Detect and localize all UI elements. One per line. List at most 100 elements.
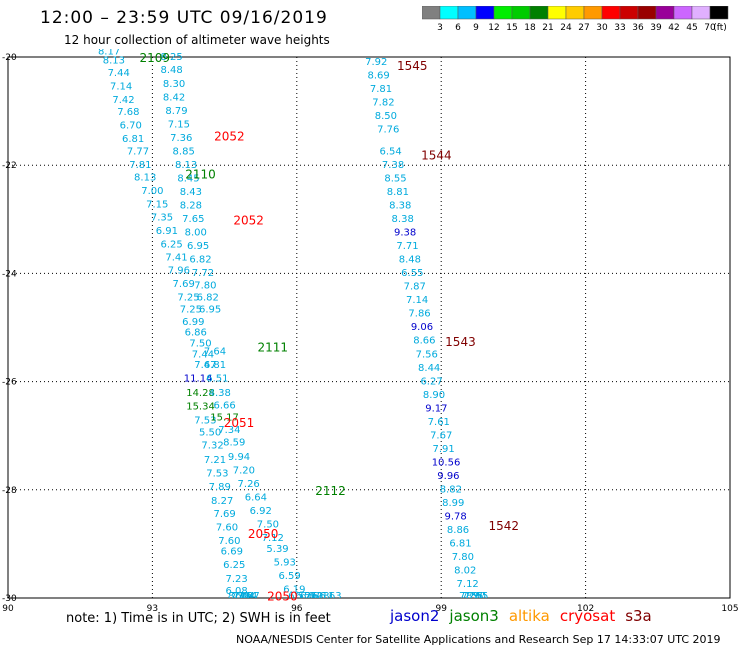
swh-value: 7.91 — [432, 444, 454, 455]
swh-value: 7.00 — [141, 186, 163, 197]
swh-value: 7.60 — [218, 536, 240, 547]
swh-value: 6.81 — [122, 134, 144, 145]
swh-value: 6.27 — [420, 376, 442, 387]
y-tick-label: -20 — [2, 53, 17, 63]
swh-value: 6.64 — [245, 493, 267, 504]
swh-value: 7.25 — [177, 292, 199, 303]
swh-value: 8.66 — [413, 336, 435, 347]
swh-value: 7.32 — [201, 441, 223, 452]
swh-value: 7.26 — [459, 591, 481, 602]
colorbar-tick: 33 — [614, 23, 625, 33]
swh-value: 6.91 — [156, 226, 178, 237]
colorbar-tick: 24 — [560, 23, 572, 33]
track-labels: 2109 2052 2110 2052 2111 2051 2112 2050 2050 1545… — [140, 51, 520, 603]
colorbar-tick: 3 — [437, 23, 443, 33]
colorbar-tick: 27 — [578, 23, 589, 33]
colorbar-tick: 21 — [542, 23, 553, 33]
track-number: 2050 — [248, 527, 279, 541]
swh-value: 7.14 — [406, 295, 428, 306]
swh-value: 6.99 — [182, 317, 204, 328]
swh-value: 6.95 — [187, 241, 209, 252]
swh-value: 6.08 — [226, 586, 248, 597]
swh-value: 7.41 — [165, 252, 187, 263]
swh-value: 6.82 — [197, 292, 219, 303]
swh-value: 7.76 — [377, 125, 399, 136]
swh-value: 7.34 — [218, 425, 240, 436]
x-tick-label: 105 — [721, 604, 738, 614]
swh-value: 8.59 — [223, 437, 245, 448]
map-title: 12:00 – 23:59 UTC 09/16/2019 — [40, 8, 328, 28]
swh-value: 6.59 — [278, 571, 300, 582]
colorbar-swatch — [709, 6, 729, 20]
credit-line: NOAA/NESDIS Center for Satellite Applica… — [236, 633, 721, 646]
swh-value: 7.42 — [112, 95, 134, 106]
swh-value: 8.13 — [103, 55, 125, 66]
legend-item-altika: altika — [508, 607, 550, 625]
swh-value: 8.45 — [177, 173, 199, 184]
track-number: 2110 — [185, 167, 216, 181]
swh-value: 6.82 — [189, 255, 211, 266]
units-note: note: 1) Time is in UTC; 2) SWH is in fe… — [66, 611, 331, 626]
swh-value: 8.69 — [367, 71, 389, 82]
swh-value: 8.48 — [399, 255, 421, 266]
swh-value: 8.50 — [375, 111, 397, 122]
track-number: 1545 — [397, 59, 428, 73]
y-tick-label: -30 — [2, 594, 17, 604]
swh-value: 5.50 — [199, 428, 221, 439]
swh-value: 7.86 — [408, 309, 430, 320]
swh-value: 9.94 — [228, 452, 250, 463]
map-frame — [7, 56, 731, 599]
swh-value: 8.25 — [161, 52, 183, 63]
swh-value: 6.02 — [300, 591, 322, 602]
swh-value: 7.81 — [129, 160, 151, 171]
swh-value: 7.68 — [117, 107, 139, 118]
swh-value: 7.35 — [151, 212, 173, 223]
track-number: 2111 — [257, 340, 288, 354]
swh-value: 9.17 — [425, 403, 447, 414]
track-number: 1542 — [488, 519, 519, 533]
swh-value: 7.89 — [209, 482, 231, 493]
y-tick-label: -26 — [2, 378, 17, 388]
swh-value: 7.23 — [226, 574, 248, 585]
swh-value: 7.12 — [262, 533, 284, 544]
swh-value: 7.04 — [233, 591, 255, 602]
swh-value: 15.34 — [186, 402, 215, 413]
swh-value: 8.48 — [161, 65, 183, 76]
swh-value: 6.95 — [199, 304, 221, 315]
swh-value: 7.81 — [370, 84, 392, 95]
swh-value: 7.61 — [428, 417, 450, 428]
swh-value: 9.78 — [445, 512, 467, 523]
swh-value: 6.69 — [221, 547, 243, 558]
swh-value: 8.30 — [163, 79, 185, 90]
swh-value: 8.90 — [423, 390, 445, 401]
swh-value: 8.55 — [384, 173, 406, 184]
swh-value: 7.55 — [461, 591, 483, 602]
track-number: 2052 — [233, 213, 264, 227]
swh-value: 7.27 — [238, 591, 260, 602]
track-number: 1544 — [421, 148, 452, 162]
swh-value: 7.80 — [194, 281, 216, 292]
swh-value: 7.26 — [238, 479, 260, 490]
swh-value: 7.15 — [168, 119, 190, 130]
legend-item-cryosat: cryosat — [559, 607, 616, 625]
swh-value: 6.11 — [312, 591, 334, 602]
y-tick-label: -28 — [2, 486, 17, 496]
swh-value: 7.50 — [257, 520, 279, 531]
swh-value: 7.12 — [457, 579, 479, 590]
swh-value: 7.69 — [213, 509, 235, 520]
swh-value: 6.66 — [213, 401, 235, 412]
swh-value: 8.13 — [134, 172, 156, 183]
swh-value: 8.86 — [447, 525, 469, 536]
x-tick-label: 102 — [577, 604, 594, 614]
swh-value: 7.25 — [180, 304, 202, 315]
swh-value: 6.86 — [185, 328, 207, 339]
swh-value: 4.38 — [209, 388, 231, 399]
swh-value: 8.82 — [440, 485, 462, 496]
swh-value: 7.96 — [168, 265, 190, 276]
swh-value: 7.67 — [430, 430, 452, 441]
x-tick-label: 90 — [2, 604, 14, 614]
swh-value: 6.81 — [449, 539, 471, 550]
swh-value: 8.38 — [228, 591, 250, 602]
swh-value: 8.42 — [163, 92, 185, 103]
